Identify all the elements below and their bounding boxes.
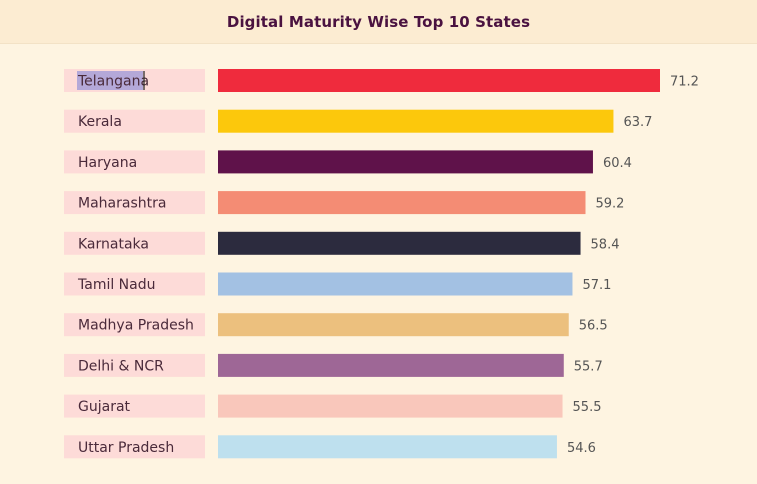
- bar: [218, 272, 573, 296]
- category-label-background: [64, 191, 205, 215]
- category-label: Haryana: [78, 155, 137, 171]
- bar: [218, 109, 614, 133]
- category-label-background: [64, 272, 205, 296]
- value-label: 54.6: [567, 441, 596, 456]
- category-label-background: [64, 231, 205, 255]
- value-label: 55.5: [573, 400, 602, 415]
- bar: [218, 150, 593, 174]
- bar-row: Tamil Nadu 57.1: [64, 272, 611, 296]
- value-label: 56.5: [579, 319, 608, 334]
- bar-row: Kerala 63.7: [64, 109, 652, 133]
- bar-row: Telangana 71.2: [64, 69, 699, 92]
- bar: [218, 191, 586, 215]
- category-label: Uttar Pradesh: [78, 440, 174, 456]
- bar: [218, 394, 563, 418]
- category-label-background: [64, 435, 205, 459]
- bar: [218, 435, 557, 459]
- value-label: 57.1: [582, 278, 611, 293]
- category-label-background: [64, 313, 205, 337]
- category-label: Gujarat: [78, 399, 131, 415]
- category-label-background: [64, 109, 205, 133]
- bar: [218, 313, 569, 337]
- bar-row: Gujarat 55.5: [64, 394, 602, 418]
- category-label: Telangana: [77, 74, 149, 90]
- category-label-background: [64, 150, 205, 174]
- bar-row: Maharashtra 59.2: [64, 191, 625, 215]
- category-label-background: [64, 353, 205, 377]
- bar-row: Delhi & NCR 55.7: [64, 353, 603, 377]
- bar-row: Karnataka 58.4: [64, 231, 620, 255]
- text-selection-highlight: [77, 71, 143, 90]
- value-label: 58.4: [591, 237, 620, 252]
- bar: [218, 69, 660, 92]
- bar: [218, 231, 581, 255]
- category-label: Madhya Pradesh: [78, 318, 194, 334]
- category-label: Karnataka: [78, 236, 149, 252]
- bar-row: Uttar Pradesh 54.6: [64, 435, 596, 459]
- category-label-background: [64, 394, 205, 418]
- chart-title: Digital Maturity Wise Top 10 States: [226, 12, 531, 31]
- bar-row: Madhya Pradesh 56.5: [64, 313, 608, 337]
- bar-row: Haryana 60.4: [64, 150, 632, 174]
- value-label: 60.4: [603, 156, 632, 171]
- title-bar: Digital Maturity Wise Top 10 States: [0, 0, 757, 44]
- value-label: 59.2: [596, 197, 625, 212]
- bar: [218, 353, 564, 377]
- category-label: Delhi & NCR: [78, 358, 164, 374]
- category-label: Maharashtra: [78, 196, 166, 212]
- category-label: Kerala: [78, 114, 122, 130]
- value-label: 71.2: [670, 75, 699, 90]
- value-label: 63.7: [623, 115, 652, 130]
- value-label: 55.7: [574, 359, 603, 374]
- category-label: Tamil Nadu: [77, 277, 156, 293]
